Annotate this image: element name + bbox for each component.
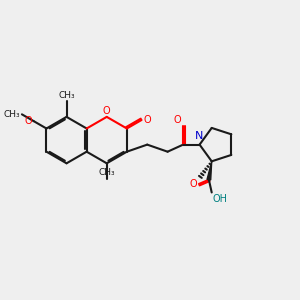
Text: O: O (190, 179, 197, 189)
Text: O: O (25, 116, 33, 126)
Text: O: O (103, 106, 111, 116)
Text: CH₃: CH₃ (58, 91, 75, 100)
Text: O: O (143, 115, 151, 125)
Polygon shape (207, 161, 212, 180)
Text: CH₃: CH₃ (99, 169, 116, 178)
Text: O: O (173, 116, 181, 125)
Text: OH: OH (212, 194, 227, 204)
Text: N: N (195, 131, 203, 141)
Text: CH₃: CH₃ (3, 110, 20, 119)
